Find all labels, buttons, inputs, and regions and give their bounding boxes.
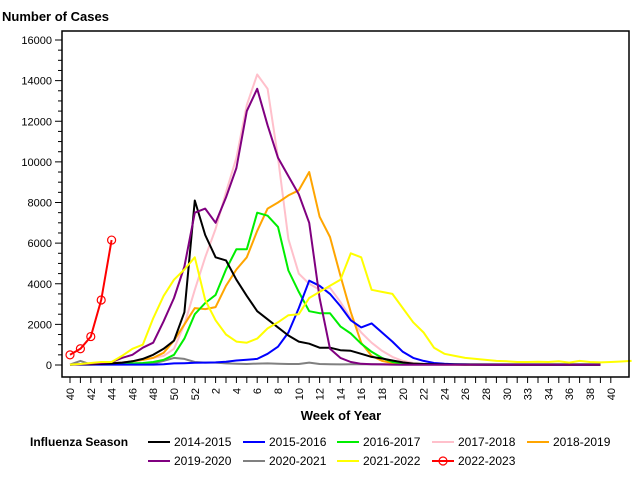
y-axis-title: Number of Cases [2, 9, 109, 24]
legend-label: 2022-2023 [458, 454, 516, 468]
series-line-2018-2019 [69, 171, 601, 366]
series-line-2021-2022 [69, 252, 632, 366]
data-point-2022-2023 [86, 331, 96, 342]
x-tick-label: 26 [460, 388, 472, 400]
legend-label: 2016-2017 [363, 435, 421, 449]
legend-label: 2021-2022 [363, 454, 421, 468]
x-tick-label: 24 [439, 388, 451, 400]
y-tick-label: 2000 [28, 319, 52, 331]
legend-item-2018-2019: 2018-2019 [527, 435, 611, 449]
x-tick-label: 12 [315, 388, 327, 400]
legend-item-2015-2016: 2015-2016 [243, 435, 327, 449]
x-tick-label: 44 [107, 388, 119, 400]
legend: Influenza Season 2014-2015 2015-2016 2016-… [30, 435, 611, 468]
legend-label: 2020-2021 [269, 454, 327, 468]
x-tick-label: 33 [523, 388, 535, 400]
legend-label: 2015-2016 [269, 435, 327, 449]
x-tick-label: 28 [481, 388, 493, 400]
legend-marker [438, 456, 448, 466]
plot-frame [61, 30, 630, 378]
y-tick-label: 0 [46, 360, 52, 372]
x-tick-label: 46 [127, 388, 139, 400]
legend-item-2021-2022: 2021-2022 [337, 454, 421, 468]
series-line-2022-2023 [69, 239, 113, 356]
x-tick-label: 30 [502, 388, 514, 400]
x-tick-label: 10 [294, 388, 306, 400]
legend-title: Influenza Season [30, 435, 128, 449]
x-tick-label: 20 [398, 388, 410, 400]
x-tick-label: 50 [169, 388, 181, 400]
y-tick-label: 10000 [21, 157, 52, 169]
x-tick-label: 22 [419, 388, 431, 400]
series-line-2019-2020 [69, 87, 601, 366]
legend-item-2019-2020: 2019-2020 [148, 454, 232, 468]
x-tick-label: 18 [377, 388, 389, 400]
x-tick-label: 36 [564, 388, 576, 400]
legend-label: 2017-2018 [458, 435, 516, 449]
x-tick-label: 42 [86, 388, 98, 400]
x-tick-label: 52 [190, 388, 202, 400]
x-axis: 40 42 44 46 48 50 52 2 4 6 8 10 12 14 16 18 20 22 24 26 28 30… [65, 377, 618, 400]
y-axis: 0 2000 4000 6000 8000 10000 12000 14000 16000 [21, 35, 62, 372]
x-tick-label: 34 [543, 388, 555, 400]
y-tick-label: 12000 [21, 116, 52, 128]
x-tick-label: 14 [335, 388, 347, 400]
data-point-2022-2023 [65, 350, 75, 360]
x-tick-label: 16 [356, 388, 368, 400]
x-tick-label: 38 [585, 388, 597, 400]
data-point-2022-2023 [106, 235, 117, 245]
legend-label: 2014-2015 [174, 435, 232, 449]
series-line-2016-2017 [69, 211, 601, 366]
y-tick-label: 4000 [28, 279, 52, 291]
y-tick-label: 16000 [21, 35, 52, 47]
x-tick-label: 40 [606, 388, 618, 400]
y-tick-label: 14000 [21, 76, 52, 88]
legend-item-2020-2021: 2020-2021 [243, 454, 327, 468]
x-tick-label: 40 [65, 388, 77, 400]
y-tick-label: 8000 [28, 198, 52, 210]
legend-item-2017-2018: 2017-2018 [432, 435, 516, 449]
legend-label: 2019-2020 [174, 454, 232, 468]
data-point-2022-2023 [75, 344, 86, 354]
plot-lines [65, 73, 632, 366]
data-point-2022-2023 [96, 295, 106, 305]
legend-item-2016-2017: 2016-2017 [337, 435, 421, 449]
y-tick-label: 6000 [28, 238, 52, 250]
x-tick-label: 8 [273, 388, 285, 394]
legend-item-2022-2023: 2022-2023 [432, 454, 516, 468]
legend-item-2014-2015: 2014-2015 [148, 435, 232, 449]
x-tick-label: 4 [231, 388, 243, 394]
x-tick-label: 2 [211, 388, 223, 394]
x-tick-label: 6 [252, 388, 264, 394]
x-tick-label: 48 [148, 388, 160, 400]
legend-label: 2018-2019 [553, 435, 611, 449]
x-axis-title: Week of Year [301, 408, 381, 423]
